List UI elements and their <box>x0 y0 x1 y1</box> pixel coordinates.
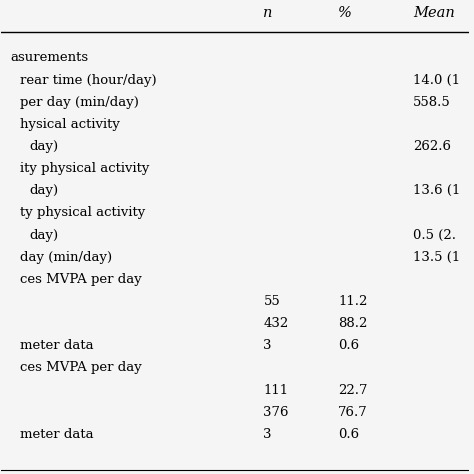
Text: day): day) <box>29 140 59 153</box>
Text: meter data: meter data <box>20 339 94 352</box>
Text: 13.6 (1: 13.6 (1 <box>413 184 461 197</box>
Text: ty physical activity: ty physical activity <box>20 207 146 219</box>
Text: 0.5 (2.: 0.5 (2. <box>413 228 456 242</box>
Text: n: n <box>264 6 273 20</box>
Text: per day (min/day): per day (min/day) <box>20 96 139 109</box>
Text: day): day) <box>29 184 59 197</box>
Text: day): day) <box>29 228 59 242</box>
Text: 13.5 (1: 13.5 (1 <box>413 251 460 264</box>
Text: 14.0 (1: 14.0 (1 <box>413 73 460 87</box>
Text: ces MVPA per day: ces MVPA per day <box>20 362 142 374</box>
Text: meter data: meter data <box>20 428 94 441</box>
Text: 558.5: 558.5 <box>413 96 451 109</box>
Text: 111: 111 <box>264 383 289 397</box>
Text: 88.2: 88.2 <box>338 317 368 330</box>
Text: 432: 432 <box>264 317 289 330</box>
Text: 3: 3 <box>264 428 272 441</box>
Text: 3: 3 <box>264 339 272 352</box>
Text: ity physical activity: ity physical activity <box>20 162 149 175</box>
Text: 0.6: 0.6 <box>338 428 359 441</box>
Text: 262.6: 262.6 <box>413 140 451 153</box>
Text: 76.7: 76.7 <box>338 406 368 419</box>
Text: day (min/day): day (min/day) <box>20 251 112 264</box>
Text: hysical activity: hysical activity <box>20 118 120 131</box>
Text: ces MVPA per day: ces MVPA per day <box>20 273 142 286</box>
Text: 22.7: 22.7 <box>338 383 368 397</box>
Text: rear time (hour/day): rear time (hour/day) <box>20 73 157 87</box>
Text: 55: 55 <box>264 295 280 308</box>
Text: %: % <box>338 6 352 20</box>
Text: Mean: Mean <box>413 6 455 20</box>
Text: 376: 376 <box>264 406 289 419</box>
Text: 0.6: 0.6 <box>338 339 359 352</box>
Text: asurements: asurements <box>11 52 89 64</box>
Text: 11.2: 11.2 <box>338 295 368 308</box>
